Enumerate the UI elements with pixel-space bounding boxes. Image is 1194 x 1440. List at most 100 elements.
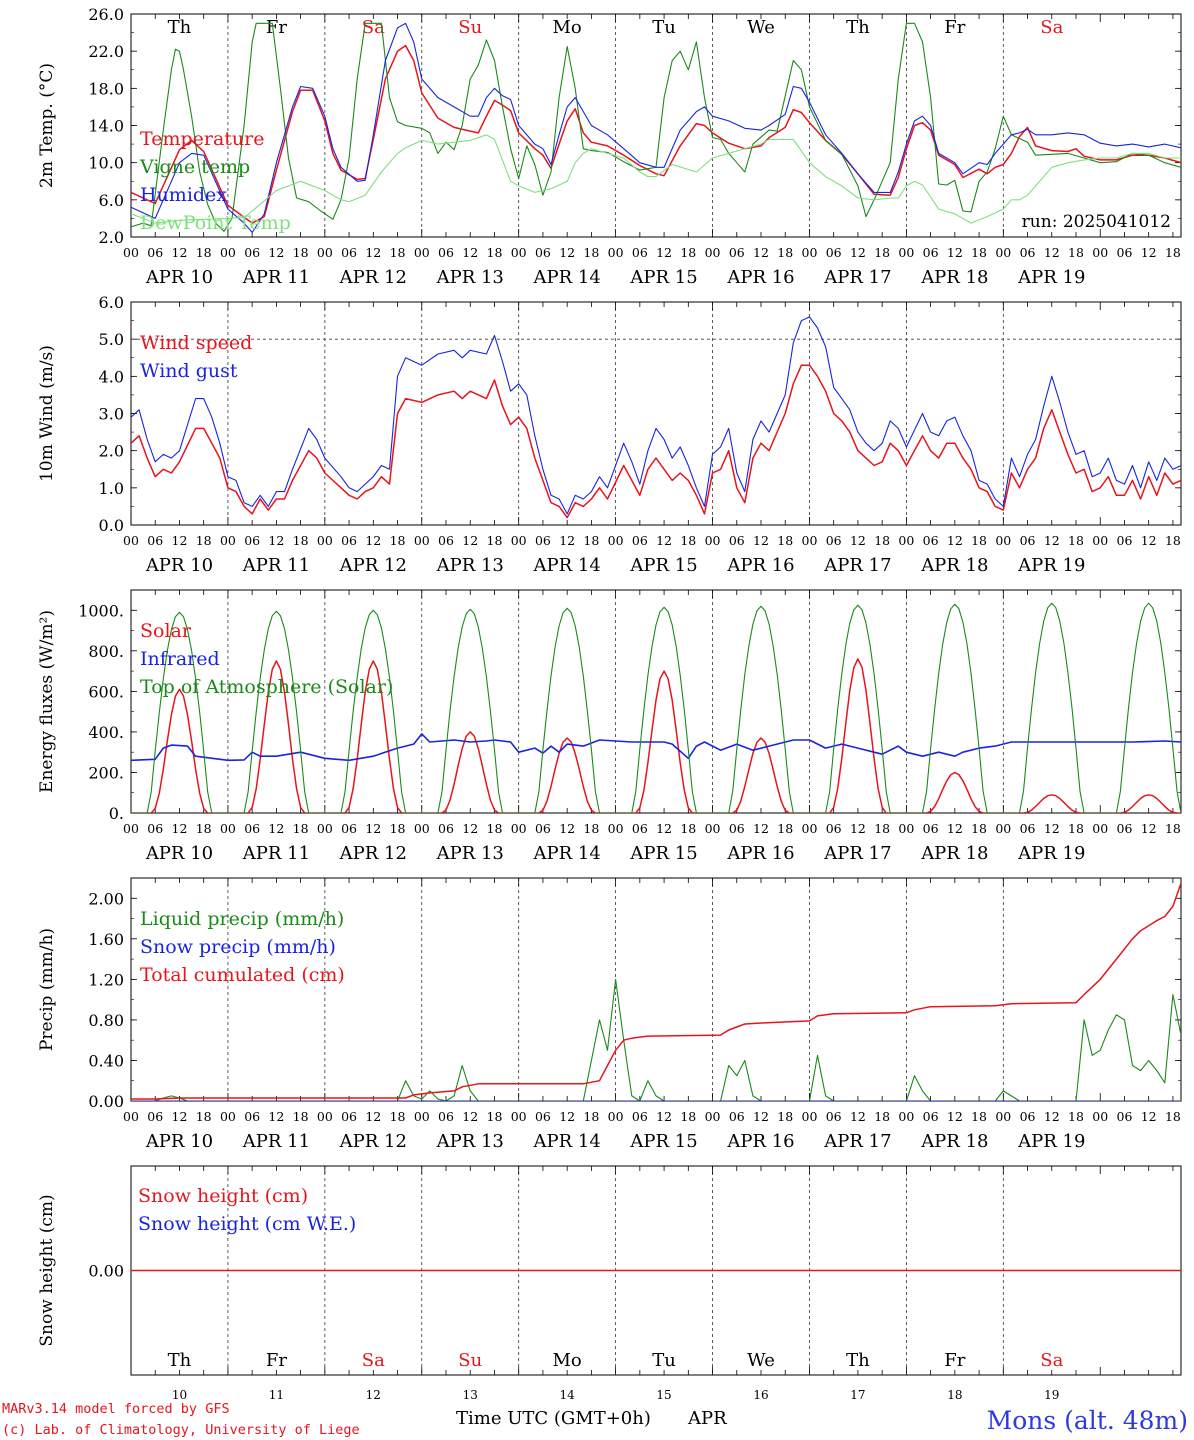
hour-tick-label: 18 bbox=[777, 1109, 793, 1124]
hour-tick-label: 00 bbox=[1092, 533, 1108, 548]
hour-tick-label: 18 bbox=[487, 821, 503, 836]
legend-entry: Top of Atmosphere (Solar) bbox=[140, 676, 393, 698]
hour-tick-label: 12 bbox=[1141, 1109, 1157, 1124]
panel-1: 26.0 22.0 18.0 14.0 10.0 6.0 2.0 2m Temp. (°C) T… bbox=[37, 5, 1182, 288]
hour-tick-label: 18 bbox=[971, 821, 987, 836]
weekday-label: Fr bbox=[266, 17, 287, 38]
series-line-liquid-precip-mm-h- bbox=[131, 978, 1181, 1101]
hour-tick-label: 12 bbox=[559, 821, 575, 836]
series-line-infrared bbox=[131, 733, 1181, 762]
weekday-label: Su bbox=[458, 17, 482, 38]
day-label: APR 13 bbox=[436, 843, 504, 864]
day-number-label: 10 bbox=[172, 1388, 187, 1402]
series-group bbox=[131, 602, 1181, 813]
y-tick-label: 18.0 bbox=[88, 79, 124, 98]
day-label: APR 13 bbox=[436, 267, 504, 288]
day-label: APR 16 bbox=[726, 555, 794, 576]
hour-tick-label: 00 bbox=[898, 533, 914, 548]
hour-tick-label: 12 bbox=[753, 821, 769, 836]
weekday-label: Tu bbox=[652, 1350, 676, 1371]
legend-entry: Temperature bbox=[140, 128, 264, 150]
legend-entry: Humidex bbox=[140, 184, 227, 206]
day-label: APR 15 bbox=[629, 1131, 697, 1152]
hour-tick-label: 12 bbox=[1141, 821, 1157, 836]
hour-tick-label: 12 bbox=[172, 533, 188, 548]
hour-tick-label: 18 bbox=[971, 1109, 987, 1124]
day-label: APR 16 bbox=[726, 1131, 794, 1152]
y-tick-label: 6.0 bbox=[99, 191, 124, 210]
day-label: APR 11 bbox=[242, 843, 310, 864]
hour-tick-label: 18 bbox=[874, 533, 890, 548]
day-label: APR 18 bbox=[920, 843, 988, 864]
legend-entry: Liquid precip (mm/h) bbox=[140, 908, 344, 930]
hour-tick-label: 00 bbox=[1092, 821, 1108, 836]
day-label: APR 10 bbox=[145, 1131, 213, 1152]
hour-tick-label: 00 bbox=[414, 1109, 430, 1124]
hour-tick-label: 12 bbox=[365, 821, 381, 836]
hour-tick-label: 12 bbox=[172, 245, 188, 260]
hour-tick-label: 06 bbox=[147, 533, 163, 548]
hour-tick-label: 06 bbox=[147, 821, 163, 836]
y-tick-label: 14.0 bbox=[88, 117, 124, 136]
y-tick-label: 600. bbox=[88, 682, 124, 701]
hour-tick-label: 12 bbox=[172, 821, 188, 836]
hour-tick-label: 06 bbox=[244, 821, 260, 836]
series-line-wind-speed bbox=[131, 364, 1181, 519]
weekday-label: We bbox=[747, 17, 775, 38]
day-label: APR 10 bbox=[145, 267, 213, 288]
series-line-solar bbox=[131, 658, 1181, 813]
y-tick-label: 26.0 bbox=[88, 5, 124, 24]
hour-tick-label: 18 bbox=[196, 821, 212, 836]
series-line-total-cumulated-cm- bbox=[131, 882, 1181, 1100]
hour-tick-label: 18 bbox=[971, 245, 987, 260]
weekday-label: Sa bbox=[1040, 17, 1063, 38]
panel-5: 0.00 Snow height (cm) Th Fr Sa Su Mo Tu We Th Fr Sa… bbox=[37, 1165, 1182, 1402]
hour-tick-label: 18 bbox=[196, 1109, 212, 1124]
hour-tick-label: 18 bbox=[680, 533, 696, 548]
hour-tick-label: 06 bbox=[1117, 821, 1133, 836]
hour-tick-label: 00 bbox=[802, 245, 818, 260]
series-group bbox=[131, 882, 1181, 1101]
hour-tick-label: 06 bbox=[729, 1109, 745, 1124]
day-label: APR 11 bbox=[242, 555, 310, 576]
series-line-top-of-atmosphere-solar- bbox=[131, 602, 1181, 813]
y-tick-label: 800. bbox=[88, 642, 124, 661]
hour-tick-label: 06 bbox=[1020, 1109, 1036, 1124]
hour-tick-label: 06 bbox=[535, 1109, 551, 1124]
hour-tick-label: 06 bbox=[341, 821, 357, 836]
hour-tick-label: 06 bbox=[1117, 1109, 1133, 1124]
y-tick-label: 4.0 bbox=[99, 367, 124, 386]
hour-tick-label: 12 bbox=[462, 533, 478, 548]
hour-tick-label: 18 bbox=[777, 821, 793, 836]
hour-tick-label: 00 bbox=[123, 1109, 139, 1124]
panels: 26.0 22.0 18.0 14.0 10.0 6.0 2.0 2m Temp. (°C) T… bbox=[37, 5, 1182, 1402]
day-number-label: 17 bbox=[850, 1388, 865, 1402]
y-tick-label: 5.0 bbox=[99, 330, 124, 349]
hour-tick-label: 00 bbox=[414, 533, 430, 548]
y-tick-label: 6.0 bbox=[99, 293, 124, 312]
hour-tick-label: 12 bbox=[365, 245, 381, 260]
y-tick-label: 2.0 bbox=[99, 442, 124, 461]
weekday-label: Sa bbox=[362, 1350, 385, 1371]
hour-tick-label: 18 bbox=[390, 245, 406, 260]
legend-entry: Wind gust bbox=[140, 360, 238, 382]
day-label: APR 12 bbox=[339, 843, 407, 864]
hour-tick-label: 06 bbox=[438, 1109, 454, 1124]
hour-tick-label: 18 bbox=[1068, 533, 1084, 548]
day-label: APR 13 bbox=[436, 555, 504, 576]
y-tick-label: 0.80 bbox=[88, 1011, 124, 1030]
day-number-label: 13 bbox=[463, 1388, 478, 1402]
weekday-label: We bbox=[747, 1350, 775, 1371]
hour-tick-label: 00 bbox=[995, 245, 1011, 260]
hour-tick-label: 06 bbox=[632, 821, 648, 836]
hour-tick-label: 00 bbox=[123, 821, 139, 836]
day-label: APR 15 bbox=[629, 267, 697, 288]
hour-tick-label: 12 bbox=[753, 533, 769, 548]
hour-tick-label: 18 bbox=[390, 821, 406, 836]
y-tick-label: 2.0 bbox=[99, 228, 124, 247]
hour-tick-label: 18 bbox=[1165, 245, 1181, 260]
day-label: APR 19 bbox=[1017, 843, 1085, 864]
y-tick-label: 2.00 bbox=[88, 889, 124, 908]
day-label: APR 14 bbox=[533, 267, 601, 288]
hour-tick-label: 06 bbox=[632, 245, 648, 260]
